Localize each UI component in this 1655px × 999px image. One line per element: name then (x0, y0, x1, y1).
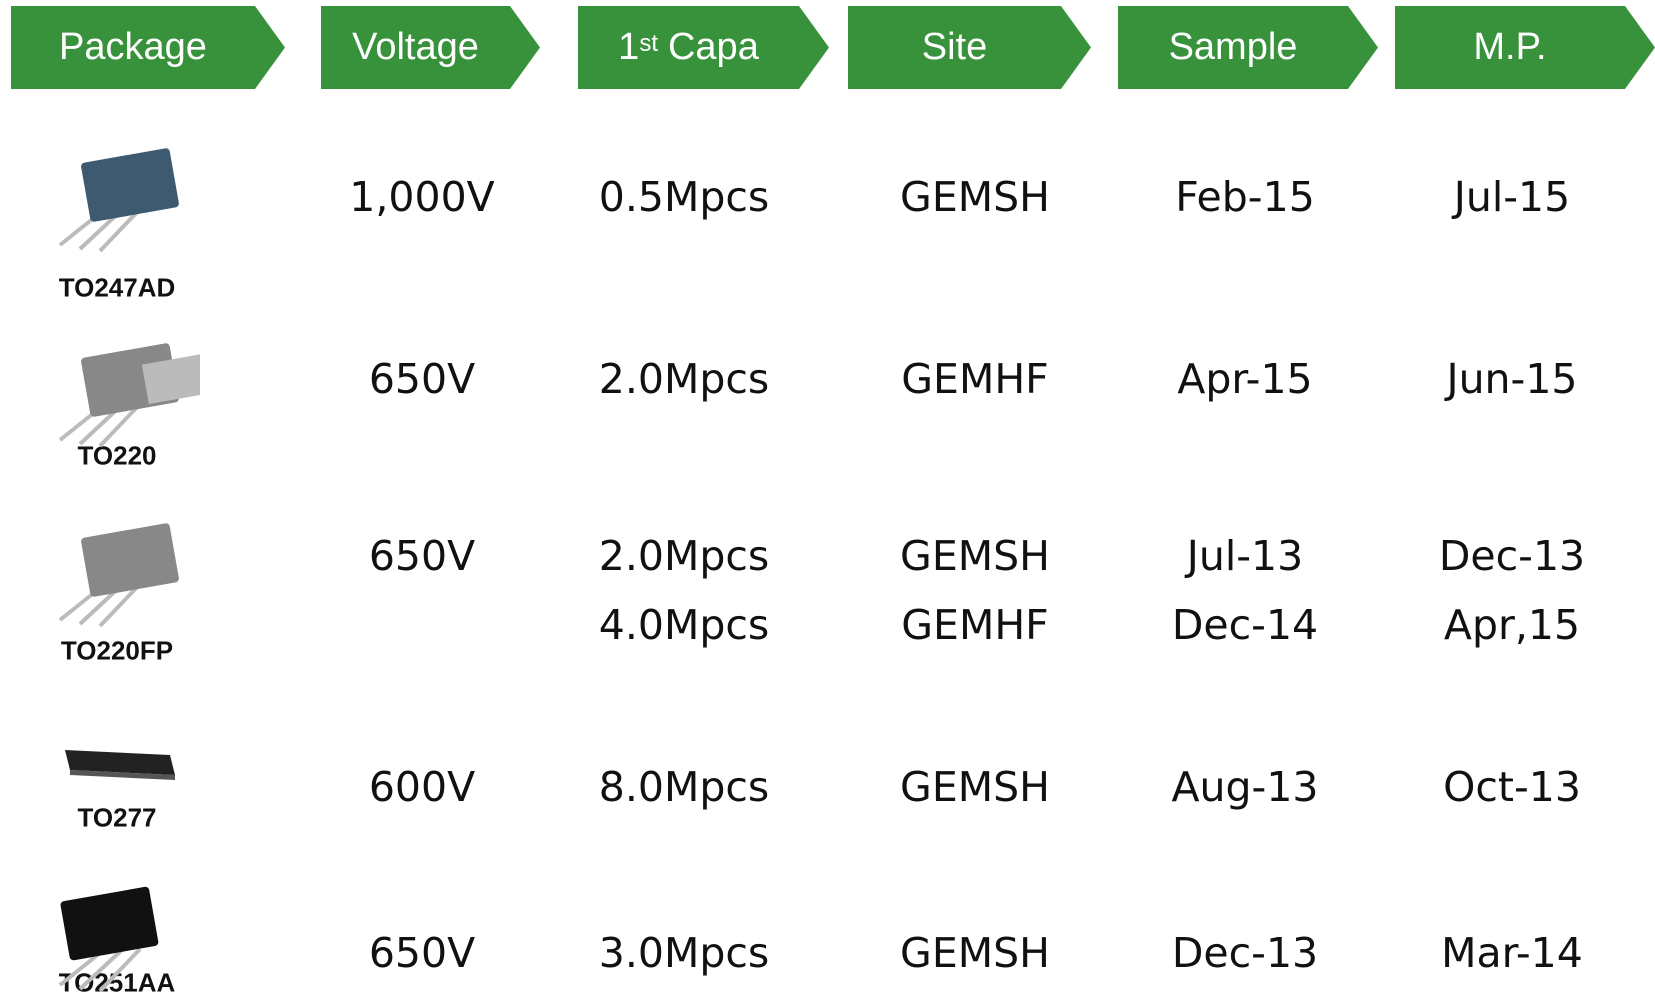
sample-cell: Feb-15 (1175, 173, 1315, 221)
header-chevron: Sample (1118, 6, 1378, 89)
mp-cell: Mar-14 (1441, 929, 1583, 977)
package-icon (40, 730, 200, 840)
mp-cell: Apr,15 (1444, 601, 1580, 649)
sample-cell: Dec-14 (1172, 601, 1318, 649)
site-cell: GEMSH (900, 763, 1050, 811)
header-rest: Capa (668, 26, 759, 69)
package-icon (40, 520, 200, 630)
header-label: M.P. (1395, 6, 1625, 89)
voltage-cell: 650V (369, 355, 475, 403)
voltage-cell: 1,000V (349, 173, 494, 221)
voltage-cell: 600V (369, 763, 475, 811)
header-chevron: Package (11, 6, 285, 89)
sample-cell: Jul-13 (1187, 532, 1303, 580)
sample-cell: Aug-13 (1171, 763, 1318, 811)
package-label: TO220FP (61, 636, 173, 667)
mp-cell: Jun-15 (1446, 355, 1577, 403)
site-cell: GEMHF (901, 355, 1048, 403)
sample-cell: Dec-13 (1172, 929, 1318, 977)
package-label: TO247AD (59, 273, 176, 304)
site-cell: GEMSH (900, 532, 1050, 580)
package-icon (40, 340, 200, 450)
package-icon (40, 885, 200, 995)
capa-cell: 2.0Mpcs (599, 532, 770, 580)
site-cell: GEMSH (900, 929, 1050, 977)
voltage-cell: 650V (369, 532, 475, 580)
capa-cell: 4.0Mpcs (599, 601, 770, 649)
mp-cell: Oct-13 (1443, 763, 1581, 811)
site-cell: GEMHF (901, 601, 1048, 649)
header-label: Package (11, 6, 255, 89)
package-icon (40, 145, 200, 255)
header-chevron: Site (848, 6, 1091, 89)
site-cell: GEMSH (900, 173, 1050, 221)
header-chevron: M.P. (1395, 6, 1655, 89)
capa-cell: 8.0Mpcs (599, 763, 770, 811)
mp-cell: Jul-15 (1454, 173, 1570, 221)
capa-cell: 0.5Mpcs (599, 173, 770, 221)
voltage-cell: 650V (369, 929, 475, 977)
capa-cell: 3.0Mpcs (599, 929, 770, 977)
header-main: 1 (618, 26, 639, 69)
mp-cell: Dec-13 (1439, 532, 1585, 580)
sample-cell: Apr-15 (1177, 355, 1312, 403)
header-label: Voltage (321, 6, 510, 89)
page: Package Voltage 1st Capa Site Sample M.P. TO247… (0, 0, 1655, 999)
header-label: Sample (1118, 6, 1348, 89)
header-sup: st (639, 30, 658, 58)
header-label: Site (848, 6, 1061, 89)
capa-cell: 2.0Mpcs (599, 355, 770, 403)
header-chevron: Voltage (321, 6, 540, 89)
